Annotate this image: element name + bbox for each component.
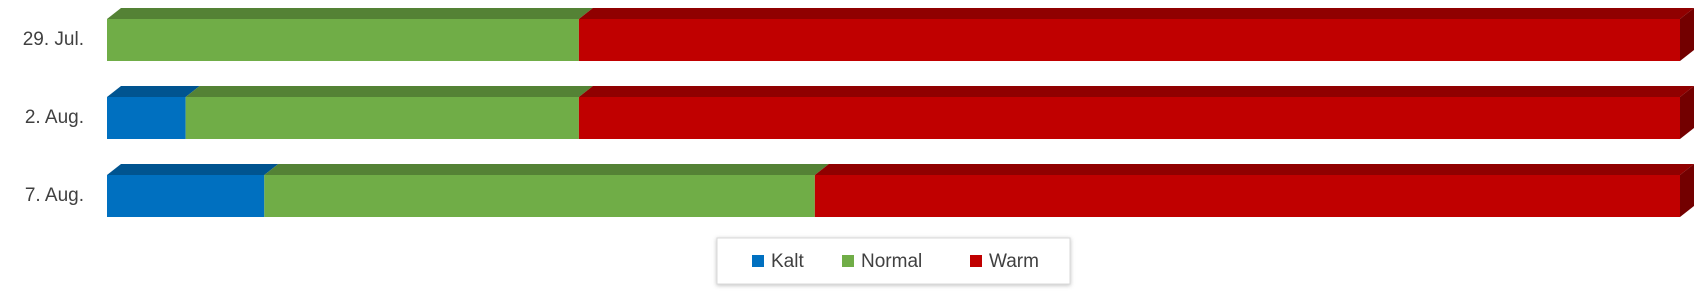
- bar-top: [578, 8, 1694, 19]
- bar-segment: [107, 8, 593, 61]
- bar-face: [578, 97, 1680, 139]
- bar-face: [107, 19, 579, 61]
- bar-face: [107, 97, 186, 139]
- bar-face: [264, 175, 815, 217]
- legend: Kalt Normal Warm: [716, 237, 1071, 285]
- legend-label: Warm: [989, 251, 1039, 272]
- legend-swatch: [752, 255, 764, 267]
- y-tick-label: 2. Aug.: [25, 107, 84, 128]
- y-tick-label: 7. Aug.: [25, 185, 84, 206]
- legend-box: [716, 237, 1071, 285]
- bar-segment: [814, 164, 1694, 217]
- legend-label: Normal: [861, 251, 922, 272]
- bar-face: [814, 175, 1680, 217]
- bar-segment: [578, 8, 1694, 61]
- bar-top: [814, 164, 1694, 175]
- bar-segment: [578, 86, 1694, 139]
- bar-side: [1680, 164, 1694, 217]
- bar-segment: [185, 86, 593, 139]
- bar-segment: [264, 164, 829, 217]
- bar-side: [1680, 86, 1694, 139]
- bar-top: [107, 86, 200, 97]
- bar-top: [185, 86, 593, 97]
- bar-face: [185, 97, 579, 139]
- bar-face: [107, 175, 265, 217]
- bar-top: [264, 164, 829, 175]
- bar-top: [107, 164, 279, 175]
- bar-face: [578, 19, 1680, 61]
- legend-label: Kalt: [771, 251, 804, 272]
- bar-side: [1680, 8, 1694, 61]
- bar-top: [107, 8, 593, 19]
- bar-segment: [107, 86, 200, 139]
- bar-segment: [107, 164, 279, 217]
- y-tick-label: 29. Jul.: [23, 29, 84, 50]
- legend-swatch: [842, 255, 854, 267]
- bar-top: [578, 86, 1694, 97]
- legend-swatch: [970, 255, 982, 267]
